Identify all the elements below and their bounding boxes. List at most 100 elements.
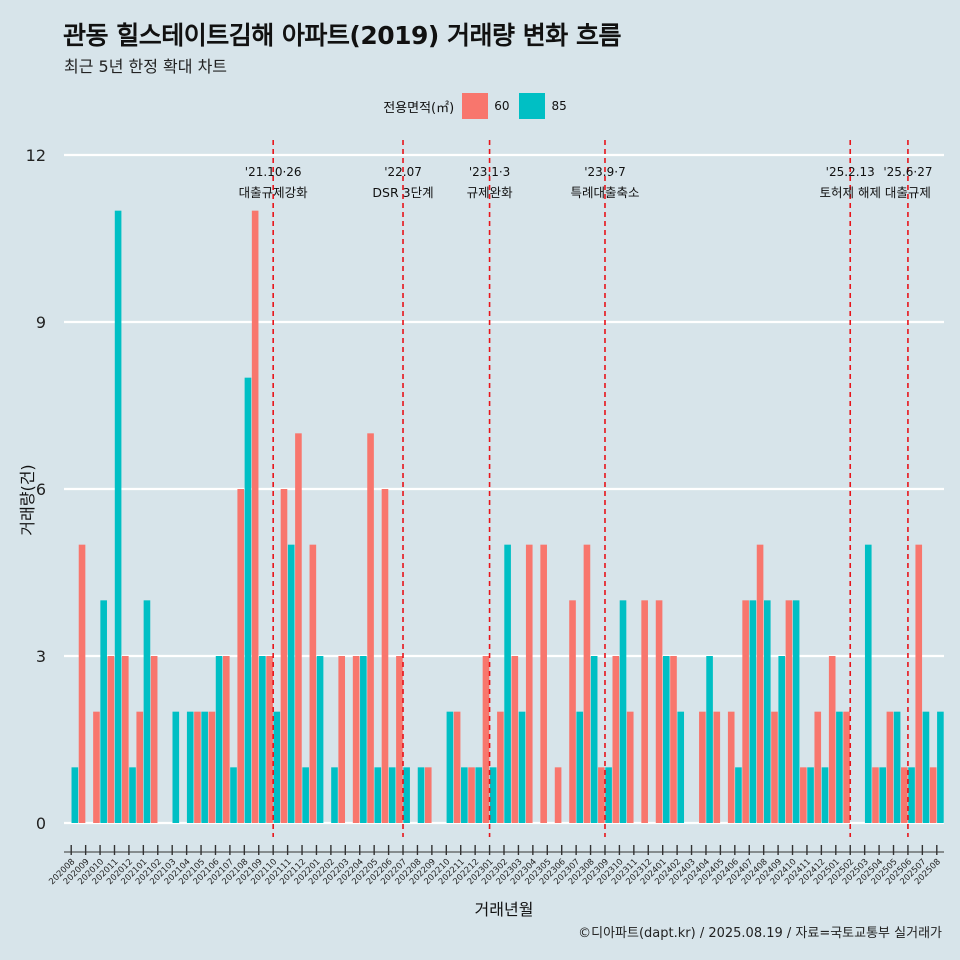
bar-60-202306 (554, 767, 562, 823)
bar-85-202210 (446, 711, 454, 823)
bar-85-202309 (605, 767, 612, 823)
legend-key-85 (519, 93, 546, 119)
annotation-label: DSR 3단계 (372, 185, 433, 200)
bar-60-202110 (266, 656, 273, 823)
legend-label-60: 60 (494, 99, 510, 113)
bar-85-202506 (908, 767, 915, 823)
bar-60-202402 (670, 656, 677, 823)
bar-85-202011 (114, 210, 122, 823)
bar-60-202305 (540, 544, 547, 823)
bar-85-202407 (749, 600, 757, 823)
bar-60-202506 (901, 767, 908, 823)
bar-60-202011 (107, 656, 115, 823)
bar-85-202408 (763, 600, 771, 823)
bar-85-202310 (619, 600, 627, 823)
bar-85-202412 (821, 767, 829, 823)
bar-60-202207 (396, 656, 403, 823)
bar-85-202503 (864, 544, 872, 823)
bar-60-202112 (295, 433, 302, 823)
bar-60-202508 (929, 767, 937, 823)
bar-85-202008 (71, 767, 79, 823)
annotation-label: 규제완화 (467, 185, 514, 200)
annotation-label: 특례대출축소 (570, 185, 639, 200)
legend-title: 전용면적(㎡) (383, 100, 455, 116)
y-tick-label: 6 (36, 480, 46, 499)
bar-85-202409 (778, 656, 786, 823)
bar-60-202010 (93, 711, 100, 823)
bar-85-202402 (677, 711, 685, 823)
bar-85-202105 (201, 711, 208, 823)
annotations: '21.10·26 대출규제강화 '22.07 DSR 3단계 '23.1·3 규제완화 '… (239, 140, 932, 837)
bar-60-202311 (626, 711, 634, 823)
legend-key-60 (462, 93, 489, 119)
bar-60-202102 (150, 656, 158, 823)
bar-85-202111 (287, 544, 295, 823)
bar-60-202407 (742, 600, 749, 823)
bar-60-202504 (872, 767, 879, 823)
bar-60-202409 (771, 711, 778, 823)
annotation-date: '21.10·26 (245, 165, 302, 179)
bar-85-202012 (129, 767, 136, 823)
bar-60-202105 (194, 711, 201, 823)
bar-85-202112 (302, 767, 309, 823)
bar-60-202501 (828, 656, 836, 823)
bar-85-202010 (100, 600, 107, 823)
bar-85-202212 (475, 767, 483, 823)
bar-60-202111 (280, 489, 288, 823)
bar-60-202408 (756, 544, 764, 823)
bar-60-202205 (367, 433, 374, 823)
bar-85-202307 (576, 711, 584, 823)
bar-85-202404 (706, 656, 713, 823)
bar-85-202302 (504, 544, 511, 823)
bar-60-202303 (511, 656, 519, 823)
bar-60-202401 (655, 600, 663, 823)
bar-60-202109 (251, 210, 259, 823)
legend-label-85: 85 (551, 99, 567, 113)
bar-85-202301 (489, 767, 497, 823)
bar-60-202108 (237, 489, 245, 823)
bar-60-202405 (713, 711, 721, 823)
bar-60-202312 (641, 600, 648, 823)
bar-85-202406 (735, 767, 742, 823)
bar-85-202410 (792, 600, 800, 823)
bar-60-202502 (843, 711, 850, 823)
bar-60-202012 (122, 656, 129, 823)
annotation-label: 토허제 해제 (819, 185, 880, 200)
source-footer: ©디아파트(dapt.kr) / 2025.08.19 / 자료=국토교통부 실… (578, 926, 942, 941)
bar-85-202101 (143, 600, 151, 823)
bar-60-202211 (453, 711, 461, 823)
y-axis-label: 거래량(건) (18, 464, 37, 535)
bar-85-202202 (331, 767, 338, 823)
bar-60-202404 (699, 711, 706, 823)
bar-85-202308 (590, 656, 598, 823)
bar-60-202412 (814, 711, 822, 823)
bar-85-202204 (360, 656, 367, 823)
bar-60-202204 (352, 656, 360, 823)
bar-85-202108 (244, 377, 252, 823)
chart-subtitle: 최근 5년 한정 확대 차트 (64, 57, 228, 76)
bar-60-202308 (583, 544, 591, 823)
bar-60-202201 (309, 544, 317, 823)
bar-85-202411 (807, 767, 814, 823)
bar-85-202109 (259, 656, 266, 823)
annotation-label: 대출규제강화 (239, 185, 309, 200)
bar-85-202507 (922, 711, 930, 823)
bar-85-202505 (893, 711, 901, 823)
bar-60-202302 (497, 711, 504, 823)
bar-85-202106 (215, 656, 223, 823)
y-tick-label: 12 (26, 146, 46, 165)
bar-85-202104 (186, 711, 194, 823)
bar-60-202107 (222, 656, 230, 823)
bar-60-202206 (381, 489, 389, 823)
bar-85-202208 (417, 767, 425, 823)
annotation-date: '23.9·7 (584, 165, 625, 179)
bar-85-202504 (879, 767, 886, 823)
bar-60-202301 (482, 656, 490, 823)
bar-60-202009 (78, 544, 86, 823)
annotation-date: '23.1·3 (469, 165, 510, 179)
bar-60-202406 (727, 711, 735, 823)
bar-60-202411 (800, 767, 807, 823)
annotation-date: '22.07 (384, 165, 422, 179)
x-axis-label: 거래년월 (475, 900, 534, 919)
